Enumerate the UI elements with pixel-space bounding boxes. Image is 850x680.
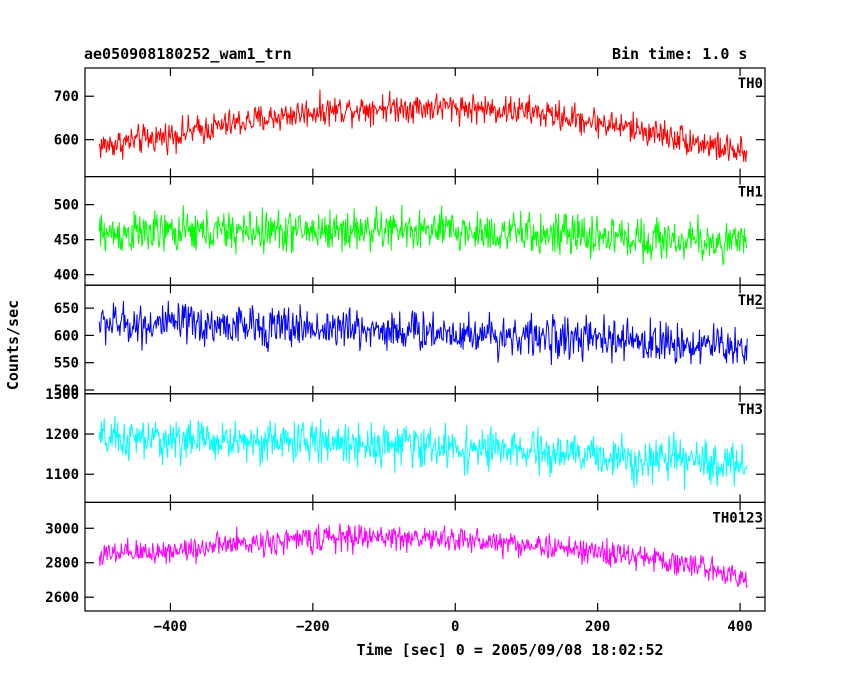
y-tick-label: 700 xyxy=(54,89,79,105)
x-tick-label: 400 xyxy=(727,619,752,635)
panel-th1: 400 450 500 TH1 xyxy=(54,176,766,286)
panel-name-label: TH1 xyxy=(738,185,763,201)
panel-name-label: TH0 xyxy=(738,76,763,92)
y-tick-label: 400 xyxy=(54,268,79,284)
y-tick-label: 600 xyxy=(54,133,79,149)
x-axis-label: Time [sec] 0 = 2005/09/08 18:02:52 xyxy=(356,641,663,659)
panel-frame xyxy=(84,501,766,612)
x-tick-label: 0 xyxy=(451,619,459,635)
x-tick-label: 200 xyxy=(585,619,610,635)
light-curve-file-label: ae050908180252_wam1_trn xyxy=(84,45,292,63)
panel-frame xyxy=(84,67,766,178)
panel-name-label: TH3 xyxy=(738,402,763,418)
y-tick-label: 1200 xyxy=(45,427,79,443)
y-tick-label: 650 xyxy=(54,301,79,317)
panels-group: 600 700 TH0 400 450 500 TH1 500 550 600 650 TH2 1100… xyxy=(45,67,766,635)
panel-th0: 600 700 TH0 xyxy=(54,67,766,178)
y-tick-label: 2800 xyxy=(45,556,79,572)
y-tick-label: 500 xyxy=(54,198,79,214)
y-tick-label: 500 xyxy=(54,383,79,399)
series-th3 xyxy=(98,416,748,491)
panel-name-label: TH0123 xyxy=(712,510,763,526)
x-tick-label: −200 xyxy=(296,619,330,635)
y-tick-label: 550 xyxy=(54,356,79,372)
series-th0123 xyxy=(98,523,748,588)
y-tick-label: 1100 xyxy=(45,467,79,483)
panel-th0123: 2600 2800 3000 TH0123 −400 −200 0 200 400 xyxy=(45,501,766,635)
panel-th2: 500 550 600 650 TH2 xyxy=(54,284,766,399)
panel-name-label: TH2 xyxy=(738,293,763,309)
series-th1 xyxy=(98,204,748,267)
y-tick-label: 600 xyxy=(54,328,79,344)
y-tick-label: 2600 xyxy=(45,590,79,606)
series-th0 xyxy=(98,89,748,162)
series-th2 xyxy=(98,300,748,366)
y-axis-label: Counts/sec xyxy=(4,300,22,390)
y-tick-label: 3000 xyxy=(45,521,79,537)
y-tick-label: 1300 xyxy=(45,387,79,403)
x-tick-label: −400 xyxy=(154,619,188,635)
bin-time-label: Bin time: 1.0 s xyxy=(612,45,748,63)
y-tick-label: 450 xyxy=(54,233,79,249)
panel-th3: 1100 1200 1300 TH3 xyxy=(45,387,766,503)
